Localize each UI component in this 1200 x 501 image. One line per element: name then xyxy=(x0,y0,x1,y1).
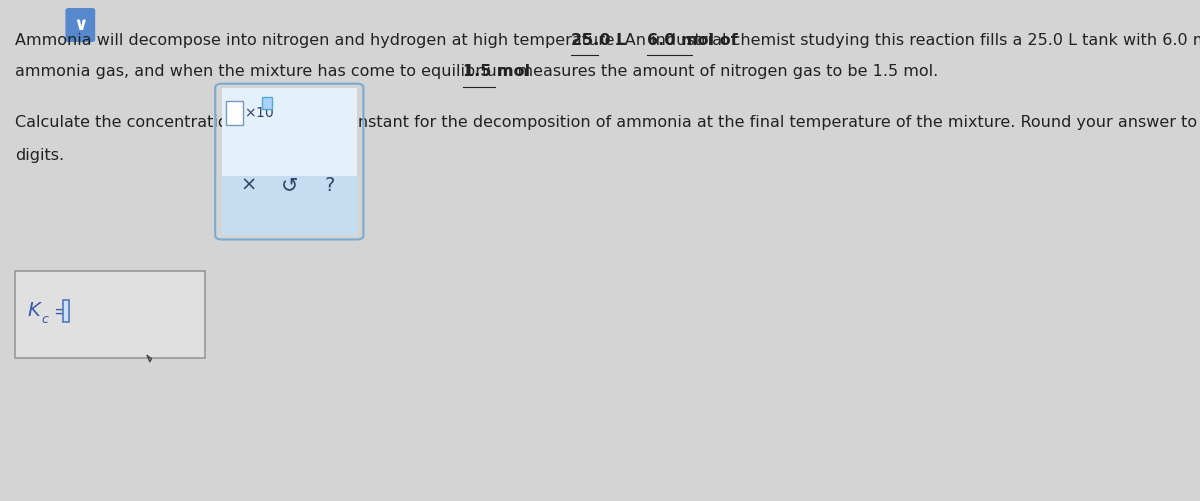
FancyBboxPatch shape xyxy=(226,101,242,125)
Text: 25.0 L: 25.0 L xyxy=(571,33,626,48)
Text: Ammonia will decompose into nitrogen and hydrogen at high temperature. An indust: Ammonia will decompose into nitrogen and… xyxy=(14,33,1200,48)
Text: $K$: $K$ xyxy=(28,301,43,320)
Text: Calculate the concentration equilibrium constant for the decomposition of ammoni: Calculate the concentration equilibrium … xyxy=(14,115,1200,130)
Text: $\times$10: $\times$10 xyxy=(244,106,275,120)
Text: 6.0 mol of: 6.0 mol of xyxy=(647,33,738,48)
Text: $c$: $c$ xyxy=(41,313,50,326)
Text: $=$: $=$ xyxy=(50,302,70,320)
Text: ∨: ∨ xyxy=(73,16,88,34)
FancyBboxPatch shape xyxy=(222,176,356,235)
Text: ammonia gas, and when the mixture has come to equilibrium measures the amount of: ammonia gas, and when the mixture has co… xyxy=(14,64,938,79)
Text: ×: × xyxy=(241,176,257,195)
FancyBboxPatch shape xyxy=(262,97,271,109)
FancyBboxPatch shape xyxy=(14,271,205,358)
Text: ↺: ↺ xyxy=(281,175,298,195)
Text: ?: ? xyxy=(324,176,335,195)
FancyBboxPatch shape xyxy=(62,300,68,322)
FancyBboxPatch shape xyxy=(222,88,356,176)
Text: digits.: digits. xyxy=(14,148,64,163)
FancyBboxPatch shape xyxy=(65,8,95,42)
Text: 1.5 mol: 1.5 mol xyxy=(463,64,530,79)
